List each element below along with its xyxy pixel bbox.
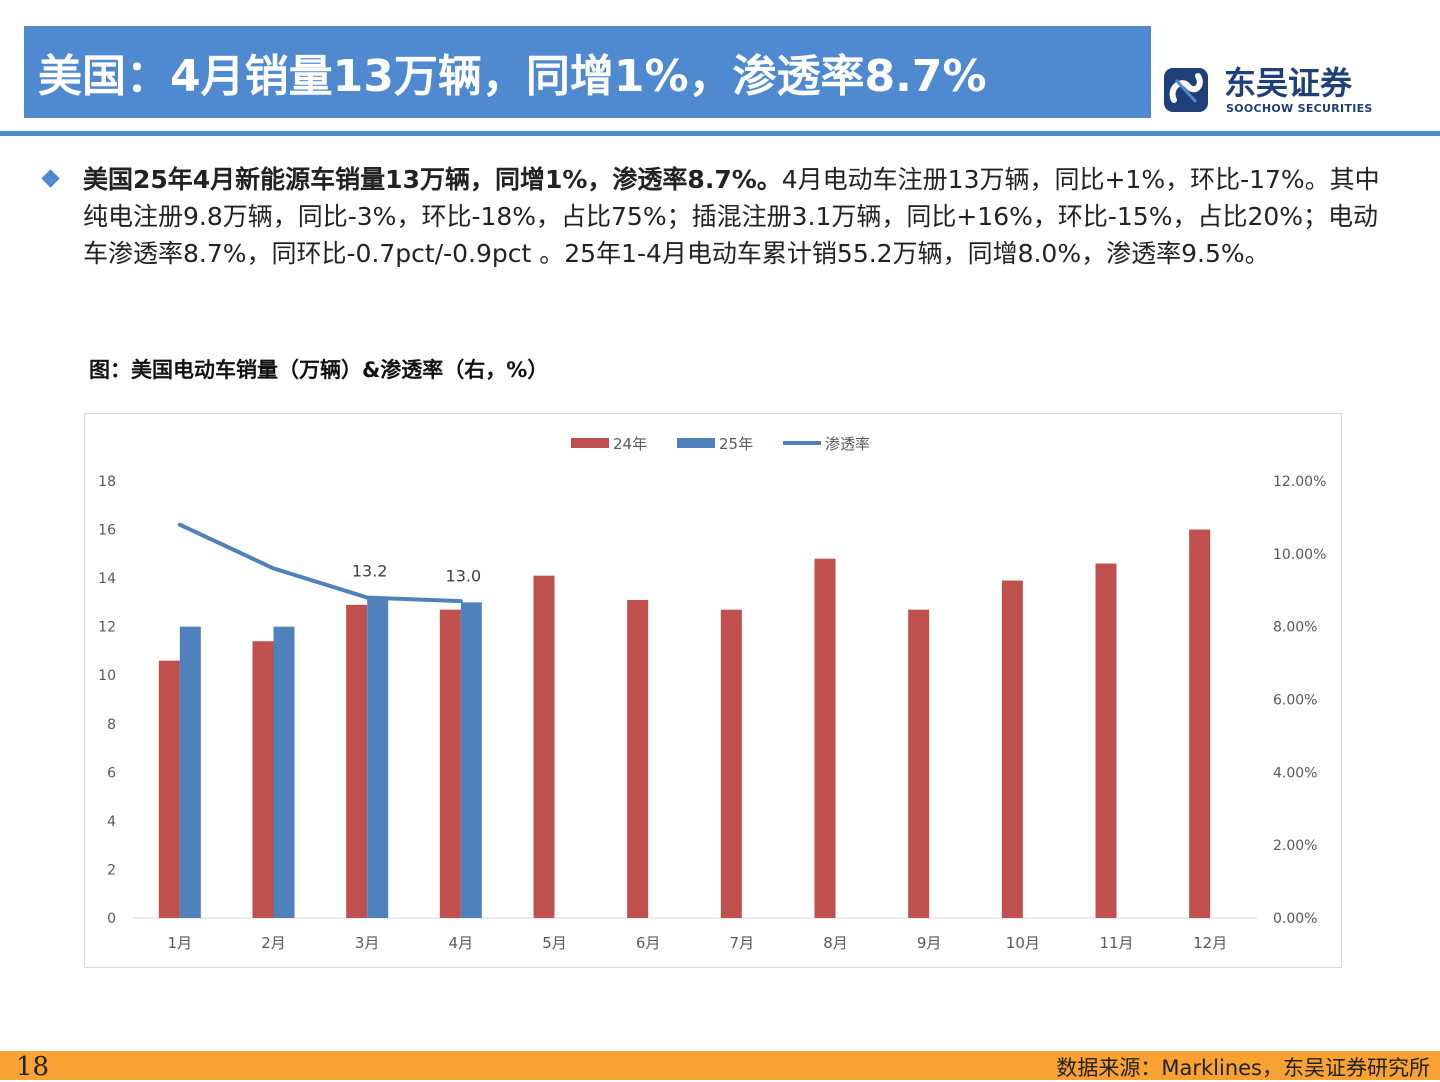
bar-24年-8月 xyxy=(814,558,836,918)
ev-sales-chart: 0 2 4 6 8 10 12 14 16 18 0.00% 2.00% 4.00% 6.00% 8.00%… xyxy=(98,435,1326,952)
y-right-tick-label: 2.00% xyxy=(1273,838,1317,854)
page-number: 18 xyxy=(16,1052,50,1082)
legend-swatch-24年 xyxy=(571,438,609,448)
summary-lead: 美国25年4月新能源车销量13万辆，同增1%，渗透率8.7%。 xyxy=(83,165,782,194)
soochow-logo-icon xyxy=(1164,68,1208,112)
x-tick-label: 1月 xyxy=(168,934,193,952)
company-logo: 东吴证券 SOOCHOW SECURITIES xyxy=(1162,64,1372,116)
y-left-tick-label: 8 xyxy=(107,717,116,733)
bar-24年-1月 xyxy=(158,660,180,918)
y-left-tick-label: 12 xyxy=(98,620,116,636)
line-渗透率 xyxy=(177,522,463,604)
logo-name: 东吴证券 xyxy=(1224,64,1353,102)
footer-bar xyxy=(0,1051,1440,1080)
bar-24年-4月 xyxy=(439,609,461,918)
bar-24年-5月 xyxy=(533,575,555,918)
legend-label-渗透率: 渗透率 xyxy=(825,435,870,453)
data-label: 13.0 xyxy=(446,566,482,585)
summary-body: 4月电动车注册13万辆，同比+1%，环比-17%。其中纯电注册9.8万辆，同比-… xyxy=(83,165,1380,268)
x-tick-label: 12月 xyxy=(1193,934,1227,952)
legend-swatch-25年 xyxy=(677,438,715,448)
diamond-bullet-icon xyxy=(41,169,60,188)
legend-label-24年: 24年 xyxy=(613,435,647,453)
x-tick-label: 4月 xyxy=(449,934,474,952)
title-bar: 美国：4月销量13万辆，同增1%，渗透率8.7% xyxy=(24,26,1151,118)
y-left-tick-label: 10 xyxy=(98,668,116,684)
data-label: 13.2 xyxy=(352,562,388,581)
header-divider xyxy=(0,131,1440,136)
bar-24年-7月 xyxy=(720,609,742,918)
chart-legend: 24年 25年 渗透率 xyxy=(571,435,870,453)
page-title: 美国：4月销量13万辆，同增1%，渗透率8.7% xyxy=(38,51,987,102)
bar-24年-6月 xyxy=(627,599,649,918)
bar-24年-2月 xyxy=(252,641,274,918)
bar-24年-3月 xyxy=(346,604,368,918)
y-right-tick-label: 10.00% xyxy=(1273,547,1326,563)
bar-24年-10月 xyxy=(1001,580,1023,918)
y-left-tick-label: 4 xyxy=(107,814,116,830)
y-right-tick-label: 6.00% xyxy=(1273,693,1317,709)
logo-subtitle: SOOCHOW SECURITIES xyxy=(1226,102,1373,115)
y-left-tick-label: 0 xyxy=(107,911,116,927)
bar-25年-2月 xyxy=(273,626,295,918)
y-left-tick-label: 6 xyxy=(107,765,116,781)
x-tick-label: 6月 xyxy=(636,934,661,952)
y-right-tick-label: 12.00% xyxy=(1273,474,1326,490)
y-left-tick-label: 2 xyxy=(107,862,116,878)
y-left-tick-label: 18 xyxy=(98,474,116,490)
x-tick-label: 7月 xyxy=(730,934,755,952)
data-source: 数据来源：Marklines，东吴证券研究所 xyxy=(1056,1056,1430,1080)
x-tick-label: 11月 xyxy=(1099,934,1133,952)
legend-label-25年: 25年 xyxy=(719,435,753,453)
bar-24年-11月 xyxy=(1095,563,1117,918)
bar-25年-1月 xyxy=(179,626,201,918)
figure-caption: 图：美国电动车销量（万辆）&渗透率（右，%） xyxy=(89,358,549,382)
bar-25年-4月 xyxy=(460,602,482,918)
x-tick-label: 2月 xyxy=(261,934,286,952)
summary-paragraph: 美国25年4月新能源车销量13万辆，同增1%，渗透率8.7%。4月电动车注册13… xyxy=(83,161,1403,272)
x-tick-label: 3月 xyxy=(355,934,380,952)
x-tick-label: 8月 xyxy=(823,934,848,952)
x-tick-label: 10月 xyxy=(1006,934,1040,952)
chart-frame: 0 2 4 6 8 10 12 14 16 18 0.00% 2.00% 4.00% 6.00% 8.00%… xyxy=(84,413,1342,968)
bar-24年-12月 xyxy=(1189,529,1211,918)
x-tick-label: 9月 xyxy=(917,934,942,952)
y-left-tick-label: 14 xyxy=(98,571,116,587)
y-left-tick-label: 16 xyxy=(98,523,116,539)
y-right-tick-label: 0.00% xyxy=(1273,911,1317,927)
bar-25年-3月 xyxy=(367,597,389,918)
y-right-tick-label: 8.00% xyxy=(1273,620,1317,636)
x-tick-label: 5月 xyxy=(542,934,567,952)
y-right-tick-label: 4.00% xyxy=(1273,765,1317,781)
bar-24年-9月 xyxy=(908,609,930,918)
